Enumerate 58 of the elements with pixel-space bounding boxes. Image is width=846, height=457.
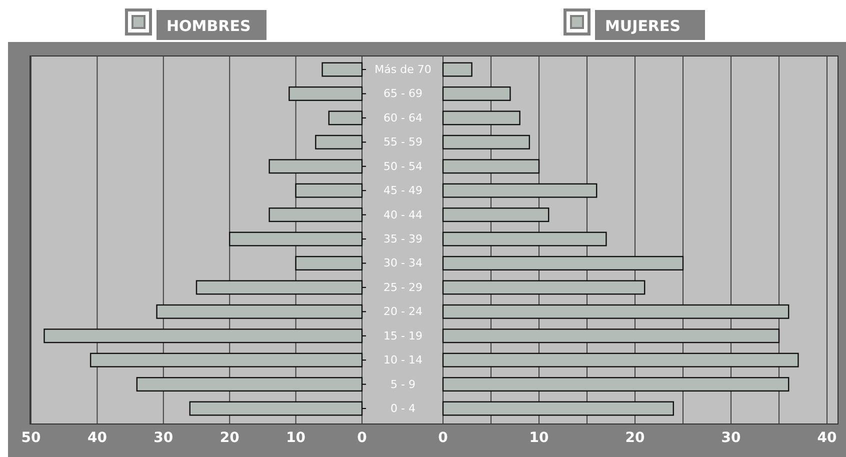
x-tick-label: 10 bbox=[286, 430, 306, 446]
x-tick-label: 30 bbox=[721, 430, 741, 446]
x-tick-label: 0 bbox=[438, 430, 448, 446]
bar bbox=[442, 352, 799, 368]
bar bbox=[442, 401, 674, 416]
bar bbox=[268, 159, 363, 174]
x-tick-label: 40 bbox=[817, 430, 837, 446]
text: HOMBRES bbox=[166, 17, 251, 35]
bar bbox=[442, 62, 472, 77]
bar bbox=[442, 232, 607, 246]
bar bbox=[442, 377, 790, 392]
bar bbox=[136, 377, 363, 392]
text: MUJERES bbox=[605, 17, 681, 35]
x-tick-label: 0 bbox=[357, 430, 368, 446]
bar bbox=[295, 183, 363, 198]
bar bbox=[288, 86, 363, 101]
bar bbox=[189, 401, 363, 416]
y-tick-label: 0 - 4 bbox=[390, 402, 416, 416]
bar bbox=[442, 304, 790, 319]
y-tick-label: 50 - 54 bbox=[384, 160, 422, 173]
bar bbox=[442, 86, 511, 101]
y-tick-label: 60 - 64 bbox=[384, 111, 422, 124]
bar bbox=[442, 328, 780, 344]
bar bbox=[442, 256, 684, 270]
y-tick-label: 40 - 44 bbox=[384, 208, 422, 222]
y-tick-label: 35 - 39 bbox=[384, 232, 422, 246]
y-tick-label: 45 - 49 bbox=[384, 184, 422, 198]
y-tick-label: 25 - 29 bbox=[384, 280, 422, 294]
bar bbox=[229, 232, 363, 246]
y-tick-label: 20 - 24 bbox=[384, 305, 422, 318]
bar bbox=[442, 110, 520, 126]
x-tick-label: 20 bbox=[220, 430, 240, 446]
y-tick-label: 65 - 69 bbox=[384, 87, 422, 100]
bar bbox=[442, 280, 646, 295]
bar bbox=[328, 110, 363, 126]
bar bbox=[268, 208, 363, 222]
bar bbox=[156, 304, 363, 319]
y-tick-label: Más de 70 bbox=[374, 63, 432, 76]
y-tick-label: 30 - 34 bbox=[384, 256, 422, 270]
bar bbox=[442, 208, 550, 222]
x-tick-label: 50 bbox=[21, 430, 41, 446]
bar bbox=[442, 183, 598, 198]
x-tick-label: 40 bbox=[87, 430, 108, 446]
x-tick-label: 20 bbox=[625, 430, 645, 446]
bar bbox=[196, 280, 363, 295]
y-tick-label: 15 - 19 bbox=[384, 329, 422, 342]
bar bbox=[442, 159, 540, 174]
bar bbox=[90, 352, 363, 368]
y-tick-label: 55 - 59 bbox=[384, 136, 422, 149]
y-tick-label: 5 - 9 bbox=[390, 378, 416, 391]
x-tick-label: 10 bbox=[529, 430, 549, 446]
bar bbox=[315, 134, 363, 150]
bar bbox=[322, 62, 363, 77]
bar bbox=[44, 328, 363, 344]
bar bbox=[295, 256, 363, 270]
y-tick-label: 10 - 14 bbox=[384, 354, 422, 367]
x-tick-label: 30 bbox=[154, 430, 174, 446]
bar bbox=[442, 134, 530, 150]
